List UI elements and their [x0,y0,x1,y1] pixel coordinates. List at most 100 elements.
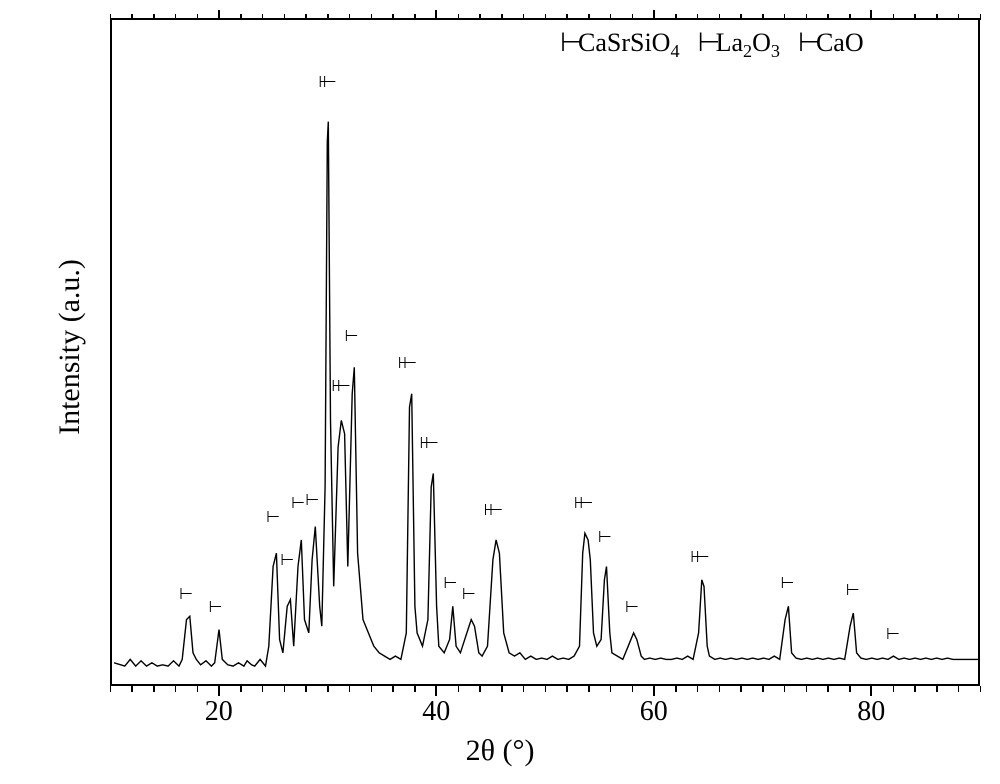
xtick-minor [414,14,416,20]
xtick-minor [632,686,634,692]
xtick-minor [197,686,199,692]
peak-marker: ⊢ [337,379,351,395]
xtick-major [653,686,655,696]
xtick-minor [827,686,829,692]
x-axis-label: 2θ (°) [466,734,535,768]
xtick-minor [566,686,568,692]
xtick-minor [784,14,786,20]
peak-marker: ⊢ [489,503,503,519]
xtick-minor [914,14,916,20]
xtick-minor [740,686,742,692]
degree-symbol: ° [512,734,524,767]
xtick-minor [893,686,895,692]
xtick-label: 80 [857,696,885,728]
peak-marker: ⊢ [425,436,439,452]
xtick-minor [588,686,590,692]
legend: ⊢CaSrSiO4⊢La2O3⊢CaO [560,28,864,62]
xtick-major [218,686,220,696]
xtick-minor [501,14,503,20]
xtick-minor [523,686,525,692]
xtick-minor [545,686,547,692]
xtick-minor [980,14,982,20]
xtick-minor [240,686,242,692]
xtick-minor [262,14,264,20]
peak-marker: ⊢ [305,493,319,509]
xtick-minor [392,686,394,692]
legend-item: ⊢La2O3 [698,28,780,62]
xtick-minor [284,14,286,20]
legend-item: ⊢CaO [798,28,864,58]
legend-label: CaO [816,28,864,58]
xtick-minor [284,686,286,692]
xtick-minor [175,686,177,692]
xtick-minor [588,14,590,20]
xtick-minor [545,14,547,20]
xtick-minor [697,14,699,20]
xtick-label: 60 [640,696,668,728]
xtick-minor [958,686,960,692]
xtick-minor [719,686,721,692]
xtick-minor [349,14,351,20]
peak-marker: ⊢ [266,510,280,526]
peak-marker: ⊢ [625,600,639,616]
peak-marker: ⊢ [579,496,593,512]
xtick-minor [240,14,242,20]
xtick-minor [697,686,699,692]
xtick-minor [262,686,264,692]
legend-marker-icon: ⊢ [798,28,812,58]
xtick-minor [371,686,373,692]
legend-item: ⊢CaSrSiO4 [560,28,680,62]
xtick-minor [675,686,677,692]
xtick-minor [523,14,525,20]
xtick-minor [566,14,568,20]
theta-symbol: θ [481,734,495,767]
xtick-minor [349,686,351,692]
xtick-minor [784,686,786,692]
xtick-major [653,10,655,20]
xtick-minor [501,686,503,692]
xtick-minor [131,686,133,692]
xtick-minor [392,14,394,20]
xtick-minor [131,14,133,20]
xtick-minor [936,14,938,20]
peak-marker: ⊢ [781,576,795,592]
xtick-minor [632,14,634,20]
xtick-major [435,10,437,20]
xtick-minor [762,686,764,692]
xrd-figure: Intensity (a.u.) ⊢CaSrSiO4⊢La2O3⊢CaO 2θ … [0,0,1000,784]
xtick-minor [110,14,112,20]
xtick-minor [458,14,460,20]
legend-label: La2O3 [716,28,780,62]
xtick-minor [305,686,307,692]
xtick-minor [675,14,677,20]
peak-marker: ⊢ [280,553,294,569]
peak-marker: ⊢ [846,583,860,599]
xtick-minor [719,14,721,20]
xtick-minor [153,14,155,20]
xtick-minor [893,14,895,20]
xtick-minor [849,14,851,20]
xtick-minor [479,14,481,20]
xtick-minor [458,686,460,692]
xtick-minor [479,686,481,692]
legend-marker-icon: ⊢ [560,28,574,58]
xtick-minor [936,686,938,692]
peak-marker: ⊢ [344,329,358,345]
peak-marker: ⊢ [323,75,337,91]
xtick-major [218,10,220,20]
xtick-minor [371,14,373,20]
legend-marker-icon: ⊢ [698,28,712,58]
xtick-minor [914,686,916,692]
xtick-minor [740,14,742,20]
xtick-minor [414,686,416,692]
peak-marker: ⊢ [443,576,457,592]
xtick-major [870,686,872,696]
peak-marker: ⊢ [291,496,305,512]
xtick-label: 40 [422,696,450,728]
xtick-minor [610,686,612,692]
peak-marker: ⊢ [696,550,710,566]
xtick-minor [958,14,960,20]
xtick-minor [827,14,829,20]
peak-marker: ⊢ [209,600,223,616]
peak-marker: ⊢ [403,356,417,372]
